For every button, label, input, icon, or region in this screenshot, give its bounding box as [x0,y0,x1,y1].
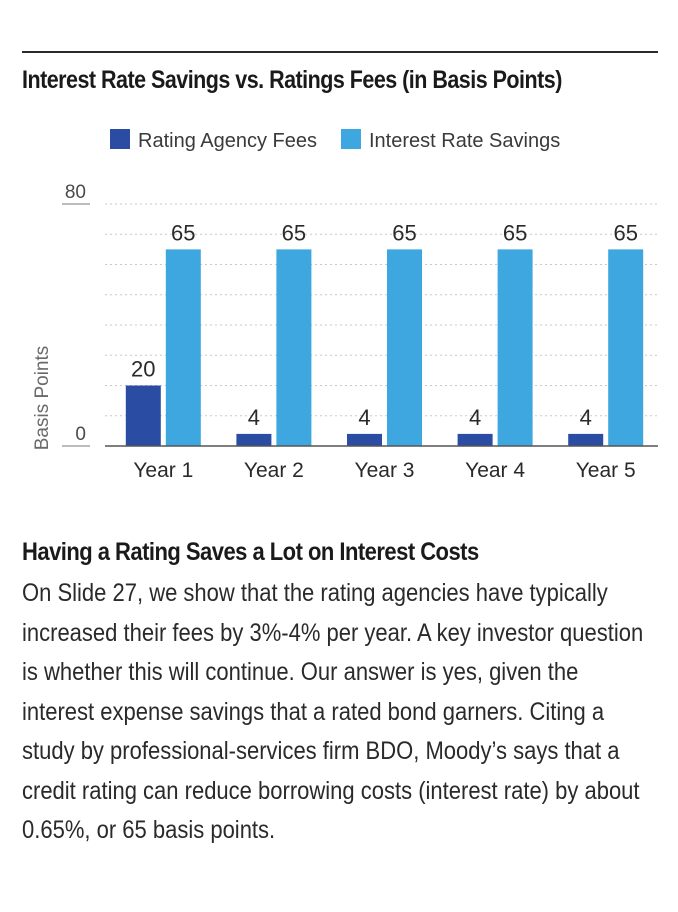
savings-data-label: 65 [613,220,637,245]
y-tick-label: 80 [65,182,86,203]
top-rule [22,51,658,53]
y-axis-title: Basis Points [32,346,53,451]
legend-swatch-1 [110,129,130,149]
fees-bar [568,433,604,446]
fees-data-label: 4 [358,405,370,430]
fees-bar [125,385,161,446]
savings-bar [497,249,533,446]
body-paragraph: On Slide 27, we show that the rating age… [22,579,644,844]
savings-data-label: 65 [392,220,416,245]
x-category-label: Year 2 [244,459,304,482]
savings-bar [608,249,644,446]
fees-data-label: 20 [131,357,155,382]
fees-data-label: 4 [248,405,260,430]
x-category-label: Year 3 [355,459,415,482]
x-category-label: Year 5 [576,459,636,482]
savings-data-label: 65 [171,220,195,245]
legend-label-1: Rating Agency Fees [138,130,317,152]
fees-data-label: 4 [580,405,592,430]
section-heading: Having a Rating Saves a Lot on Interest … [22,538,479,566]
savings-bar [387,249,422,446]
bar-chart: Rating Agency Fees Interest Rate Savings 0… [32,129,658,482]
savings-data-label: 65 [503,220,527,245]
fees-bar [457,433,493,446]
y-tick-label: 0 [75,424,86,445]
fees-data-label: 4 [469,405,481,430]
fees-bar [236,433,272,446]
legend-label-2: Interest Rate Savings [369,130,560,152]
legend-swatch-2 [341,129,361,149]
fees-bar [347,433,382,446]
savings-bar [165,249,201,446]
chart-title: Interest Rate Savings vs. Ratings Fees (… [22,66,562,94]
savings-bar [276,249,312,446]
x-category-label: Year 1 [133,459,193,482]
x-category-label: Year 4 [465,459,525,482]
savings-data-label: 65 [282,220,306,245]
